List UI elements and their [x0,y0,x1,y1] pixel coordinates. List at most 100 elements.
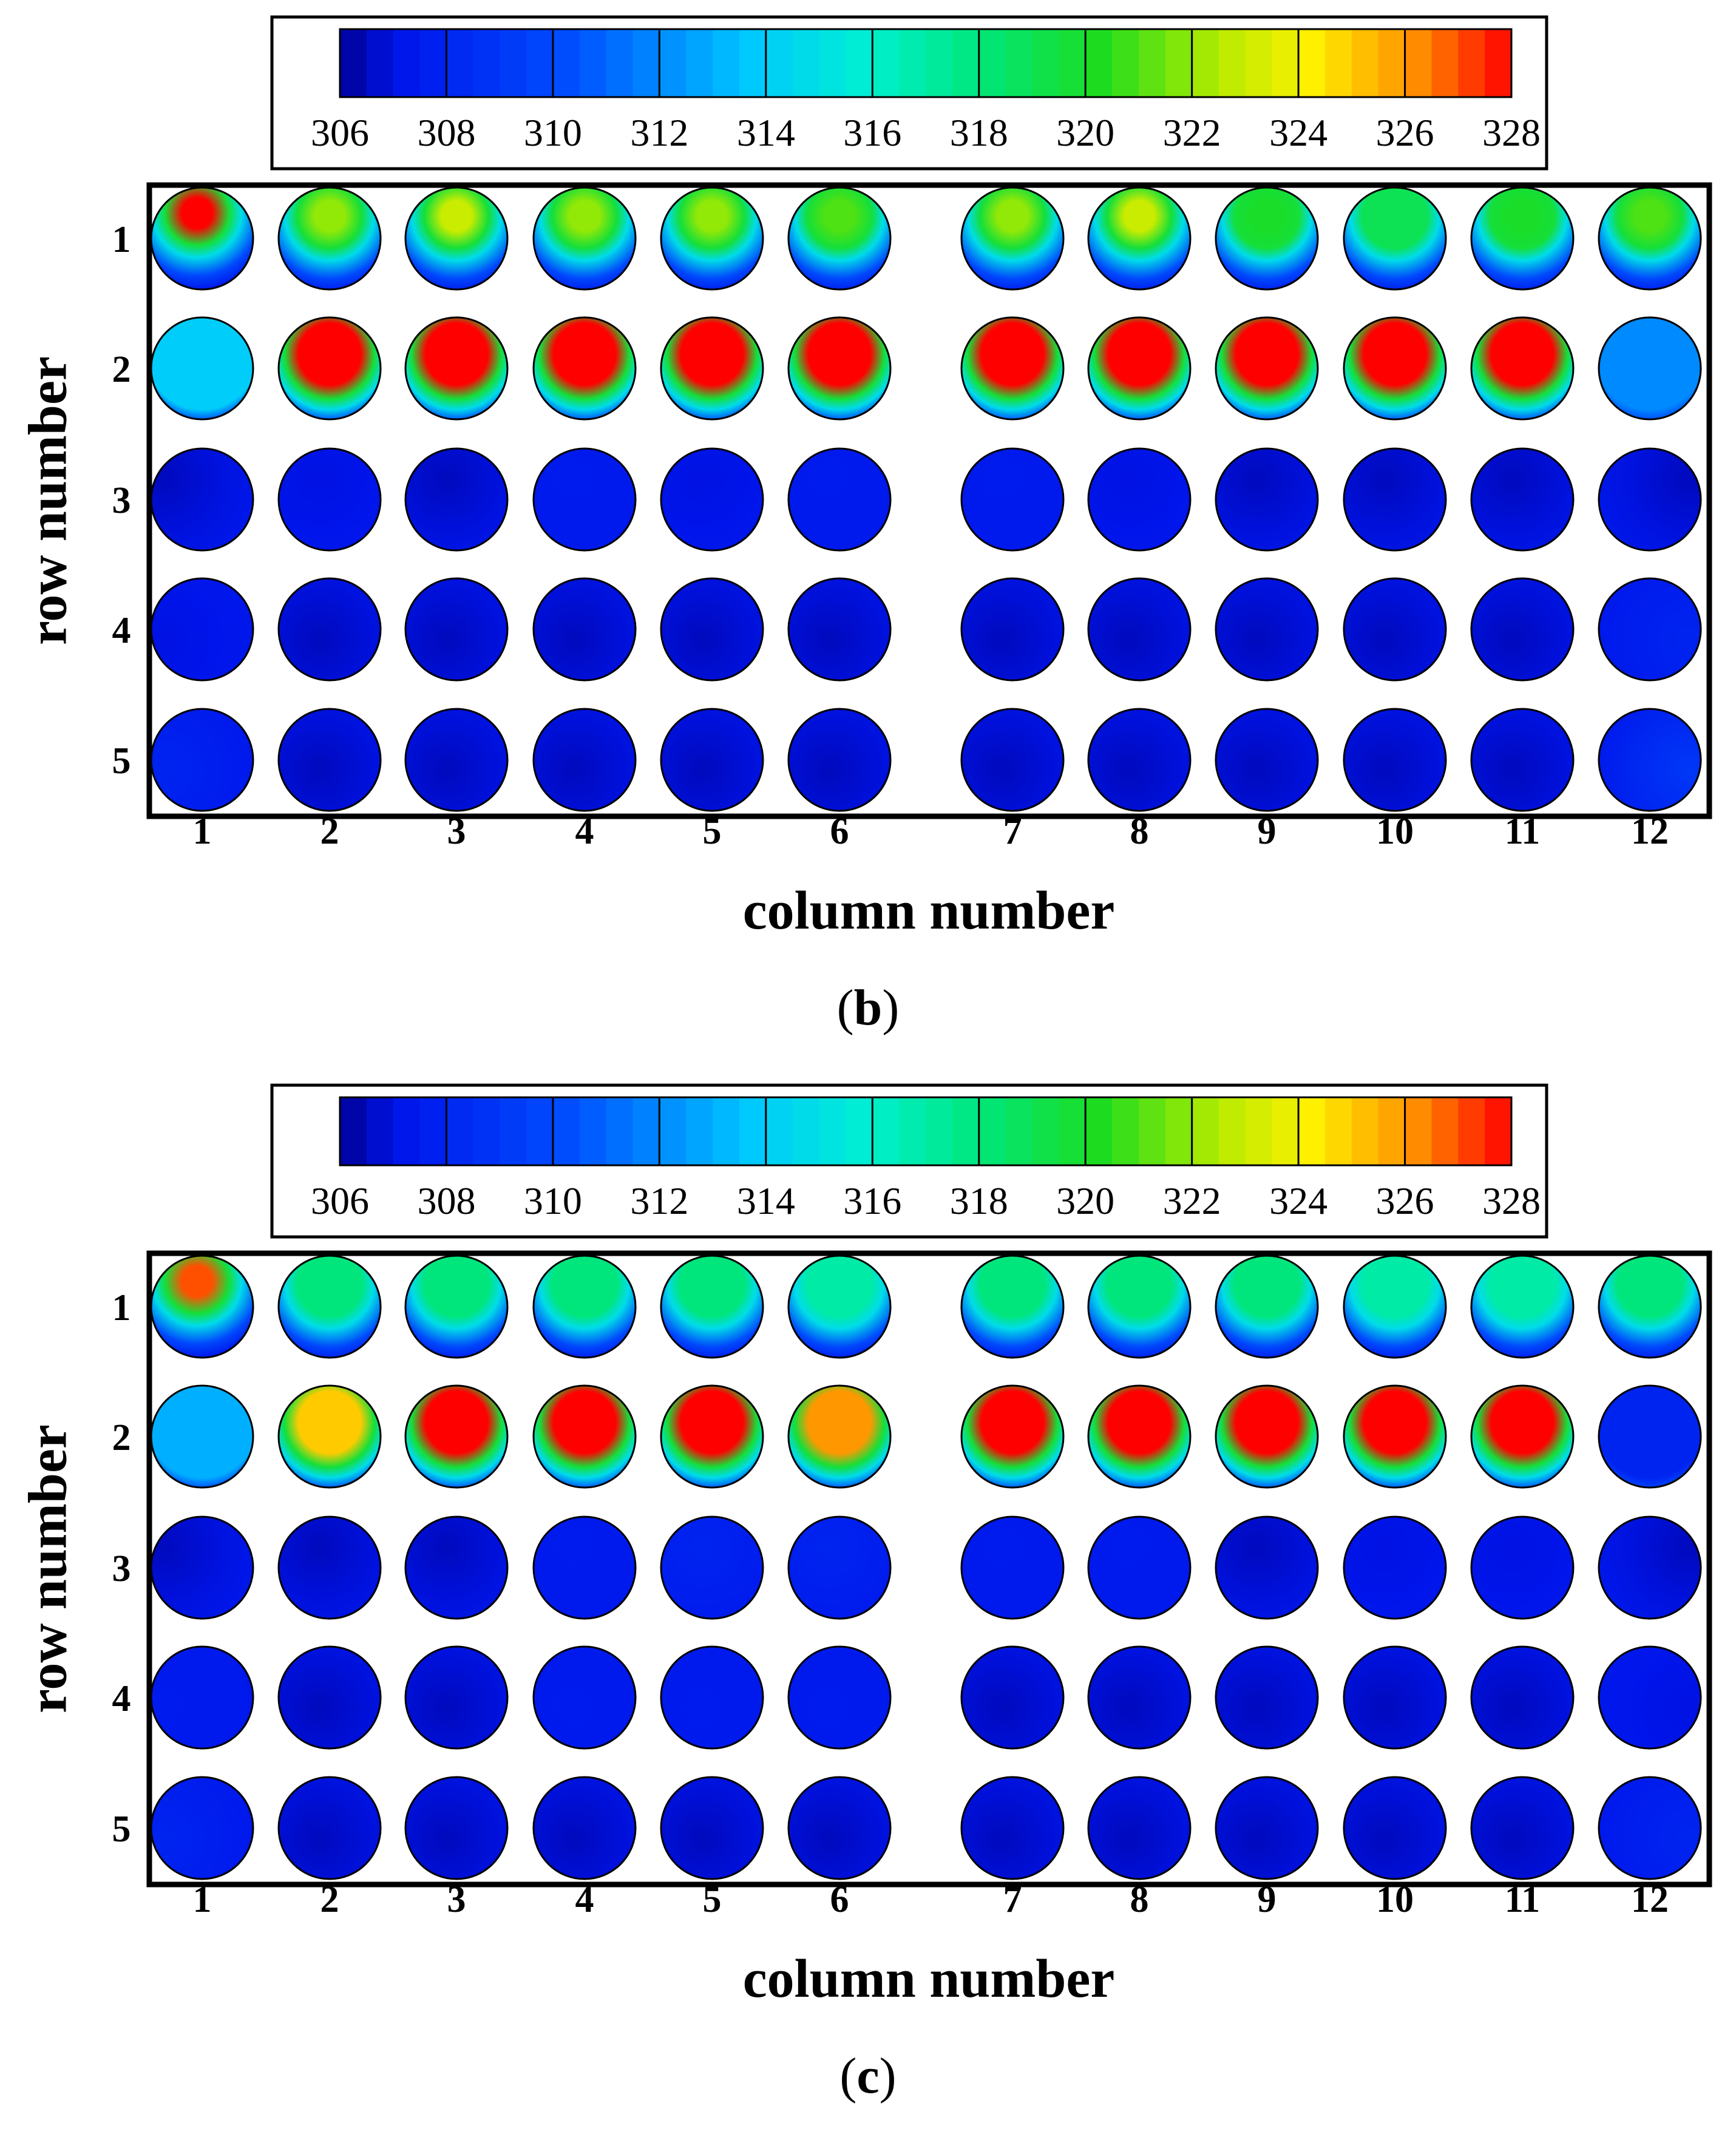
plot-frame [146,1250,1712,1888]
colorbar-band [1059,29,1086,97]
row-tick-label: 1 [112,1287,131,1329]
colorbar-band [1485,1097,1512,1165]
colorbar-band [899,29,926,97]
cell-r3-c5 [660,447,764,552]
cell-r2-c5 [660,316,764,421]
colorbar-band [500,29,527,97]
colorbar-tick-label: 320 [1056,111,1114,154]
colorbar-band [819,29,847,97]
colorbar-band [1298,1097,1326,1165]
row-tick-label: 4 [112,1678,131,1719]
cell-r1-c11 [1470,186,1575,291]
colorbar-band [606,1097,634,1165]
colorbar-band [765,1097,793,1165]
cell-r5-c9 [1215,1776,1319,1880]
cell-r5-c9 [1215,708,1319,812]
colorbar-band [1298,29,1326,97]
column-tick-label: 6 [830,811,849,852]
cell-r4-c6 [787,577,892,682]
cell-r2-c12 [1598,1384,1702,1489]
colorbar-band [872,29,900,97]
cell-r3-c10 [1343,1515,1447,1620]
colorbar-band [1431,29,1459,97]
column-tick-label: 10 [1376,1879,1414,1920]
colorbar-tick-label: 312 [630,111,688,154]
row-tick-label: 1 [112,219,131,260]
colorbar-band [446,1097,473,1165]
colorbar-band [1378,29,1406,97]
cell-r2-c3 [404,316,509,421]
colorbar-band [1272,29,1299,97]
cell-r3-c7 [960,1515,1065,1620]
panel-b-label: b [853,980,883,1036]
column-tick-label: 1 [193,1879,212,1920]
column-tick-label: 5 [703,1879,722,1920]
colorbar-tick-label: 326 [1376,111,1434,154]
cell-r4-c2 [277,577,382,682]
cell-r1-c10 [1343,186,1447,291]
colorbar-band [419,29,447,97]
colorbar-band [1405,1097,1433,1165]
colorbar-band [872,1097,900,1165]
y-axis-title: row number [18,356,78,645]
colorbar-band [1485,29,1512,97]
colorbar-band [1324,29,1352,97]
cell-r4-c9 [1215,577,1319,682]
colorbar-tick-label: 322 [1163,1179,1221,1222]
colorbar-band [1032,29,1059,97]
cell-r2-c5 [660,1384,764,1489]
cell-r3-c1 [150,1515,254,1620]
colorbar-band [1192,1097,1219,1165]
cell-r4-c2 [277,1645,382,1750]
colorbar-tick-label: 314 [737,1179,795,1222]
cell-r5-c8 [1087,1776,1192,1880]
panel-b-caption: (b) [836,980,900,1036]
row-tick-label: 5 [112,740,131,782]
colorbar-band [713,1097,740,1165]
colorbar-band [1458,1097,1485,1165]
cell-r2-c7 [960,1384,1065,1489]
cell-r2-c1 [150,316,254,421]
colorbar-tick-label: 322 [1163,111,1221,154]
cell-r2-c10 [1343,1384,1447,1489]
cell-r4-c12 [1598,1645,1702,1750]
cell-r2-c3 [404,1384,509,1489]
panel-b: 306 308 310 312 314 316 318 320 322 324 326 328 1 2 3 4… [0,0,1736,1068]
cell-r1-c2 [277,1255,382,1359]
colorbar-band [819,1097,847,1165]
colorbar-band [1085,29,1113,97]
cell-r4-c8 [1087,1645,1192,1750]
cell-r1-c10 [1343,1255,1447,1359]
panel-c-figure: 306 308 310 312 314 316 318 320 322 324 326 3281234… [18,1083,1712,2009]
colorbar-tick-label: 316 [843,111,901,154]
cell-r5-c1 [150,708,254,812]
colorbar-outline [339,1096,1513,1167]
cell-r5-c11 [1470,708,1575,812]
row-tick-label: 3 [112,480,131,521]
colorbar-band [686,1097,713,1165]
cell-r1-c12 [1598,1255,1702,1359]
colorbar-tick-label: 318 [950,1179,1008,1222]
cell-r1-c8 [1087,1255,1192,1359]
colorbar-band [526,29,554,97]
cell-r5-c6 [787,1776,892,1880]
colorbar-band [579,29,607,97]
panel-c-label: c [856,2048,880,2104]
cell-r2-c8 [1087,1384,1192,1489]
colorbar-band [632,29,660,97]
colorbar-band [552,1097,580,1165]
colorbar-band [1112,29,1139,97]
cell-r4-c1 [150,1645,254,1750]
colorbar-outline [339,28,1513,98]
column-tick-label: 10 [1376,811,1414,852]
cell-r3-c8 [1087,1515,1192,1620]
colorbar-band [552,29,580,97]
cell-r2-c9 [1215,316,1319,421]
cell-r2-c2 [277,1384,382,1489]
colorbar-band [765,29,793,97]
colorbar-tick-label: 328 [1482,111,1541,154]
colorbar-band [1165,1097,1193,1165]
colorbar-tick-label: 306 [311,1179,369,1222]
cell-r3-c3 [404,447,509,552]
colorbar-band [473,29,500,97]
